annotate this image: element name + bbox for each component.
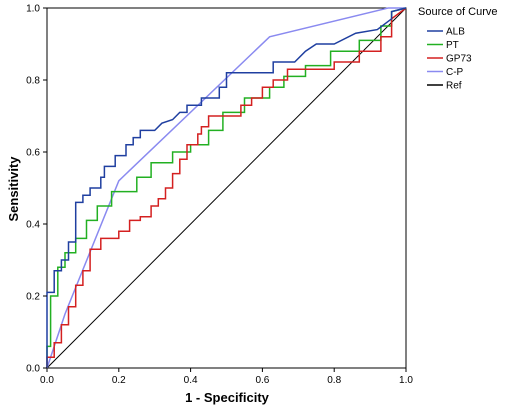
- y-axis-ticks: 0.0 0.2 0.4 0.6 0.8 1.0: [26, 4, 47, 375]
- x-tick-label: 1.0: [399, 375, 413, 386]
- y-tick-label: 0.8: [26, 76, 40, 87]
- x-tick-label: 0.0: [40, 375, 54, 386]
- x-tick-label: 0.4: [184, 375, 198, 386]
- series-line-ref: [46, 7, 407, 369]
- y-tick-label: 0.2: [26, 292, 40, 303]
- y-tick-label: 0.0: [26, 364, 40, 375]
- legend-label-c-p: C-P: [446, 67, 464, 78]
- y-tick-label: 0.4: [26, 220, 40, 231]
- series-line-c-p: [46, 7, 406, 369]
- x-axis-ticks: 0.0 0.2 0.4 0.6 0.8 1.0: [40, 368, 413, 386]
- series-line-alb: [46, 7, 407, 368]
- legend: Source of Curve ALB PT GP73 C-P Ref: [418, 6, 497, 92]
- x-tick-label: 0.2: [112, 375, 126, 386]
- legend-label-alb: ALB: [446, 27, 465, 38]
- legend-title: Source of Curve: [418, 6, 497, 18]
- x-tick-label: 0.8: [327, 375, 341, 386]
- x-tick-label: 0.6: [255, 375, 269, 386]
- legend-label-ref: Ref: [446, 81, 462, 92]
- legend-items: ALB PT GP73 C-P Ref: [427, 27, 472, 92]
- legend-label-pt: PT: [446, 40, 459, 51]
- y-tick-label: 1.0: [26, 4, 40, 15]
- series-line-gp73: [46, 7, 407, 368]
- plot-area: [46, 7, 407, 369]
- y-axis-title: Sensitivity: [6, 156, 21, 222]
- y-tick-label: 0.6: [26, 148, 40, 159]
- legend-label-gp73: GP73: [446, 54, 472, 65]
- x-axis-title: 1 - Specificity: [185, 390, 270, 405]
